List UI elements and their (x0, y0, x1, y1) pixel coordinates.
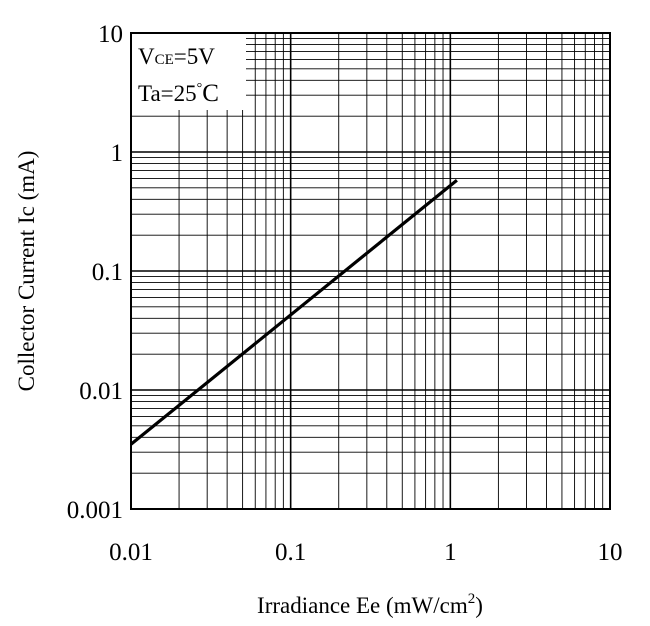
ta-annotation: Ta=25°C (138, 80, 219, 107)
ta-unit: C (202, 80, 219, 107)
plot-frame (130, 32, 611, 510)
series-layer (129, 178, 458, 446)
ta-prefix: Ta=25 (138, 81, 197, 106)
y-tick-label: 0.1 (92, 259, 123, 286)
vce-value: =5V (174, 44, 215, 69)
x-axis-label-end: ) (475, 593, 483, 618)
vce-subscript: CE (155, 52, 174, 68)
vce-annotation: VCE=5V (138, 44, 215, 69)
vce-prefix: V (138, 44, 155, 69)
x-tick-label: 1 (444, 539, 457, 566)
condition-box-background (131, 33, 246, 110)
x-tick-label: 0.01 (109, 539, 153, 566)
ta-degree: ° (197, 81, 203, 96)
y-axis-label: Collector Current Ic (mA) (14, 151, 39, 392)
x-axis-label: Irradiance Ee (mW/cm2) (257, 591, 483, 618)
x-axis-label-text: Irradiance Ee (mW/cm (257, 593, 468, 618)
y-tick-labels: 0.001 0.01 0.1 1 10 (67, 21, 123, 524)
y-tick-label: 1 (111, 140, 124, 167)
y-tick-label: 0.01 (79, 378, 123, 405)
condition-box: VCE=5V Ta=25°C (131, 33, 246, 110)
y-tick-label: 10 (98, 21, 123, 48)
x-axis-label-superscript: 2 (468, 591, 476, 607)
x-tick-label: 10 (598, 539, 623, 566)
x-tick-labels: 0.01 0.1 1 10 (109, 539, 622, 566)
x-tick-label: 0.1 (275, 539, 306, 566)
y-tick-label: 0.001 (67, 497, 123, 524)
series-line-1 (129, 178, 458, 446)
